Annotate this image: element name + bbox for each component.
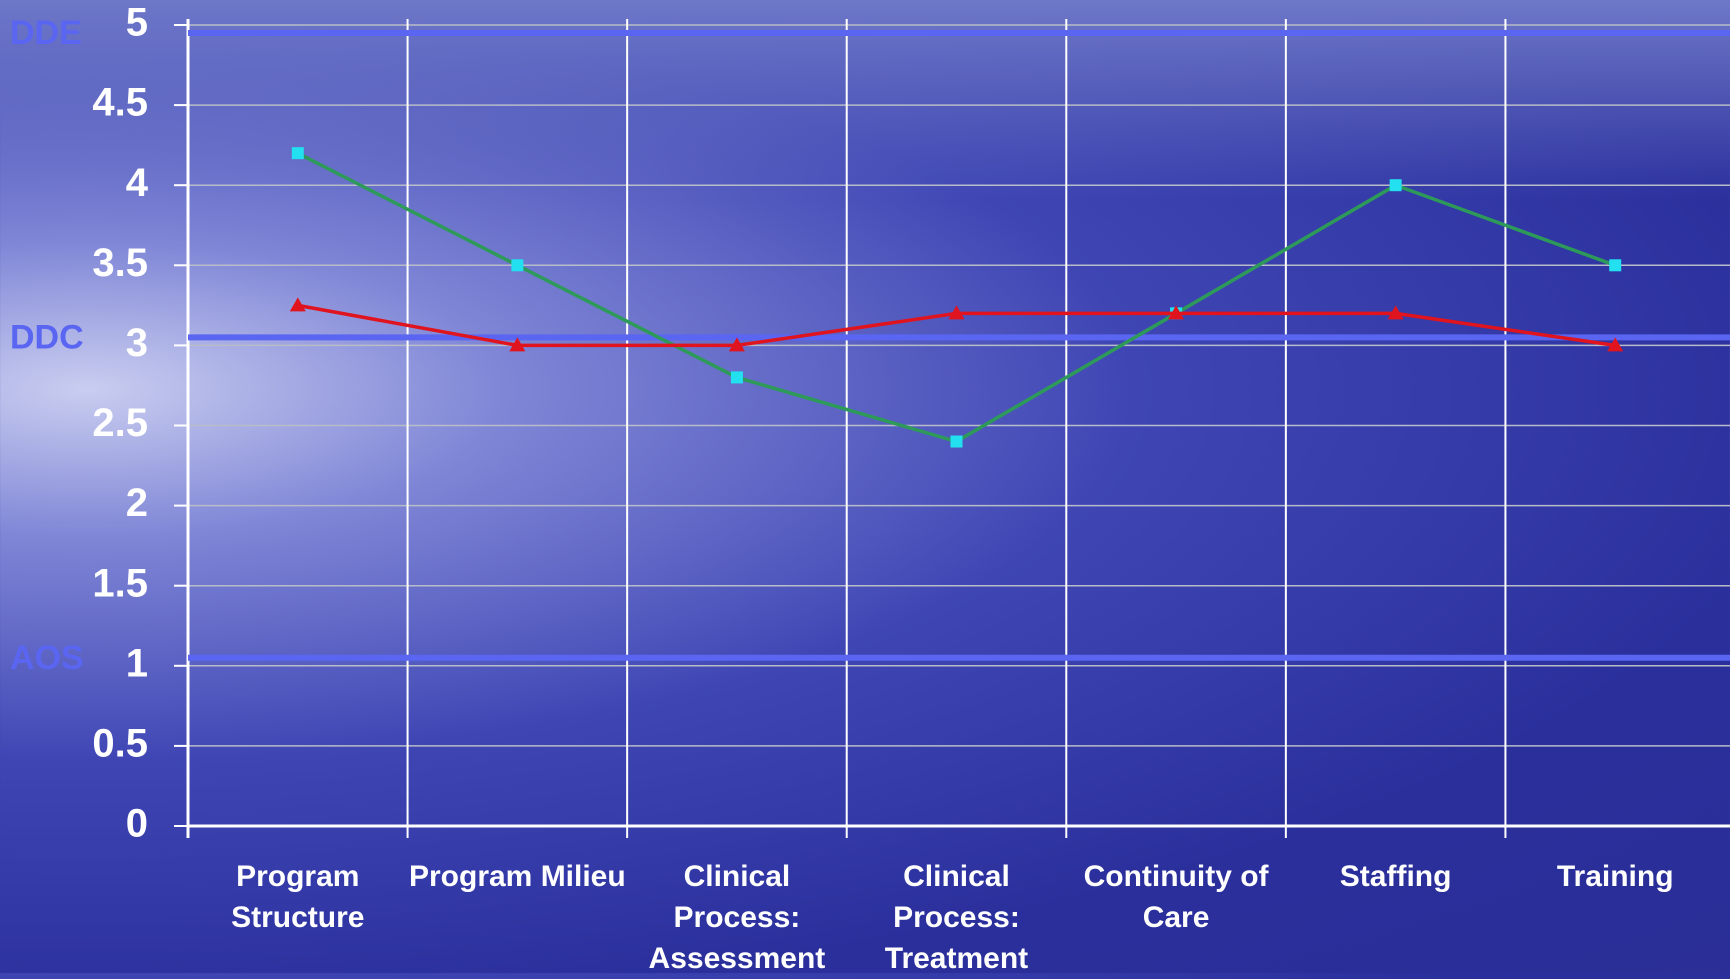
page: 00.511.522.533.544.55DDEDDCAOS (() => { … [0,0,1730,973]
chart: 0 0.5 1 1.5 2 2.5 3 3.5 4 4.5 5 DDE DDC AOS [0,0,1730,973]
marker [290,297,306,311]
x-tick-label: Program Structure [188,856,408,938]
marker [511,259,523,271]
y-tick-label: 2.5 [92,401,148,445]
marker [292,147,304,159]
x-tick-label: Training [1505,856,1725,897]
y-tick-label: 4.5 [92,81,148,125]
x-tick-label: Clinical Process: Treatment [847,856,1067,979]
y-tick-label: 3.5 [92,241,148,285]
marker [1390,179,1402,191]
reference-label: DDC [10,318,84,356]
x-tick-label: Continuity of Care [1066,856,1286,938]
series-line [298,153,1615,441]
marker [731,371,743,383]
marker [951,436,963,448]
marker [1609,259,1621,271]
y-tick-label: 1 [126,641,148,685]
y-tick-label: 2 [126,481,148,525]
y-tick-label: 0 [126,802,148,846]
y-tick-label: 1.5 [92,561,148,605]
x-tick-label: Program Milieu [408,856,628,897]
y-tick-label: 3 [126,321,148,365]
y-tick-label: 0.5 [92,721,148,765]
reference-label: DDE [10,14,82,52]
y-tick-label: 4 [126,161,149,205]
y-tick-label: 5 [126,1,148,45]
reference-label: AOS [10,639,84,677]
x-tick-label: Staffing [1286,856,1506,897]
x-tick-label: Clinical Process: Assessment [627,856,847,979]
